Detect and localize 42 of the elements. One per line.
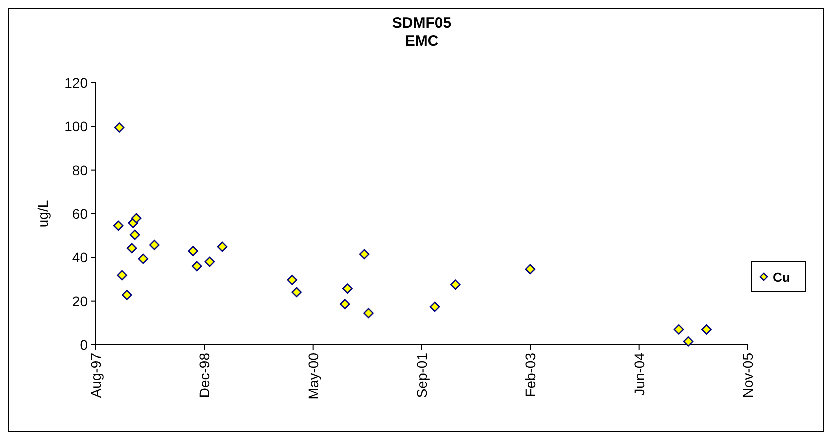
point [131,213,142,224]
x-tick-label: Nov-05 [740,352,756,398]
point [113,220,124,232]
point [292,287,302,298]
point [126,243,138,254]
point [217,242,228,252]
point [114,122,125,133]
y-tick-label: 120 [64,75,88,91]
point [364,308,374,318]
point [122,290,132,300]
point [430,302,440,312]
point [287,275,298,286]
point [117,270,128,281]
y-tick-label: 40 [72,250,88,266]
point [130,230,140,240]
y-tick-label: 20 [72,293,88,310]
y-tick-label: 100 [64,118,88,135]
point [702,324,712,335]
x-tick-label: Dec-98 [196,352,213,398]
x-tick-label: Feb-03 [522,352,539,398]
y-axis-title: ug/L [35,200,51,228]
x-tick-label: Sep-01 [414,352,430,398]
point [525,264,536,275]
x-tick-label: Jun-04 [631,352,648,396]
point [683,336,694,347]
point [192,261,202,272]
point [342,284,353,294]
point [150,240,160,250]
x-tick-label: Aug-97 [88,352,104,398]
point [204,256,216,268]
y-tick-label: 0 [80,337,88,353]
y-tick-label: 60 [72,206,88,222]
x-tick-label: May-00 [305,352,322,400]
legend-label: Cu [773,270,790,285]
point [450,280,461,290]
point [340,299,350,310]
point [674,324,684,335]
point [188,246,199,256]
point [138,254,149,264]
point [359,249,370,260]
y-tick-label: 80 [72,162,88,178]
chart-title: SDMF05 EMC [392,15,452,50]
